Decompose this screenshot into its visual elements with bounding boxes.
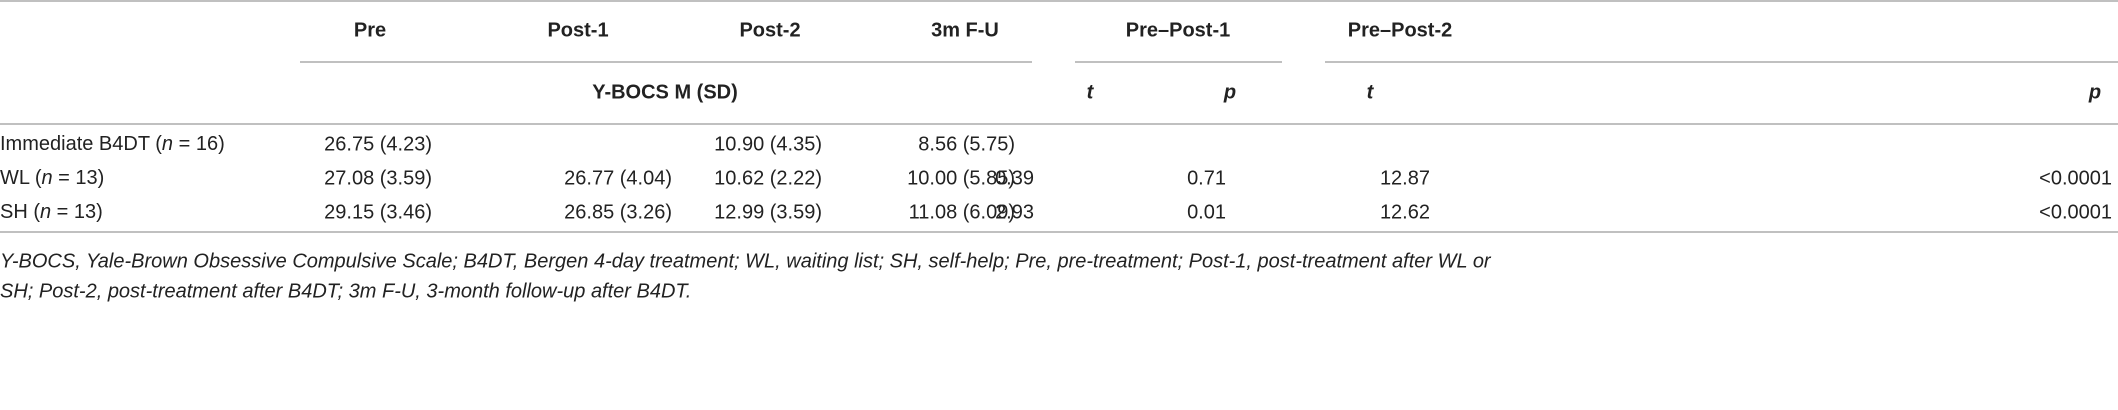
cell: 0.71 (1187, 167, 1226, 189)
sub-header: Y-BOCS M (SD) (592, 81, 738, 103)
row-label-part: = 16) (173, 133, 225, 155)
cell: 29.15 (3.46) (324, 201, 432, 223)
cell: 10.62 (2.22) (714, 167, 822, 189)
cell: 12.99 (3.59) (714, 201, 822, 223)
sub-header: t (1367, 81, 1375, 103)
cell: 27.08 (3.59) (324, 167, 432, 189)
row-label-part: Immediate B4DT ( (0, 133, 162, 155)
row-label-part: SH ( (0, 201, 40, 223)
cell: <0.0001 (2039, 201, 2112, 223)
row-label: WL (n = 13) (0, 167, 104, 189)
cell: 26.77 (4.04) (564, 167, 672, 189)
column-header: Post-1 (547, 19, 608, 41)
footnote: Y-BOCS, Yale-Brown Obsessive Compulsive … (0, 250, 1492, 272)
cell: 8.56 (5.75) (918, 133, 1015, 155)
row-label-part: = 13) (53, 167, 105, 189)
row-label-part: WL ( (0, 167, 42, 189)
cell: 26.85 (3.26) (564, 201, 672, 223)
row-label-part: = 13) (51, 201, 103, 223)
cell: 0.01 (1187, 201, 1226, 223)
row-label-part: n (162, 133, 173, 155)
cell: 11.08 (6.09) (909, 201, 1015, 223)
column-header: Pre (354, 19, 386, 41)
row-label-part: n (41, 167, 52, 189)
cell: 0.39 (995, 167, 1034, 189)
cell: 12.87 (1380, 167, 1430, 189)
sub-header: p (1223, 81, 1236, 103)
sub-header: t (1087, 81, 1095, 103)
column-header: Pre–Post-1 (1126, 19, 1231, 41)
footnote: SH; Post-2, post-treatment after B4DT; 3… (0, 280, 691, 302)
cell: 26.75 (4.23) (324, 133, 432, 155)
cell: <0.0001 (2039, 167, 2112, 189)
row-label: Immediate B4DT (n = 16) (0, 133, 225, 155)
cell: 10.00 (5.85) (907, 167, 1015, 189)
column-header: 3m F-U (931, 19, 999, 41)
sub-header: p (2088, 81, 2101, 103)
cell: 2.93 (995, 201, 1034, 223)
column-header: Post-2 (739, 19, 800, 41)
row-label: SH (n = 13) (0, 201, 103, 223)
cell: 10.90 (4.35) (714, 133, 822, 155)
cell: 12.62 (1380, 201, 1430, 223)
column-header: Pre–Post-2 (1348, 19, 1453, 41)
row-label-part: n (40, 201, 51, 223)
